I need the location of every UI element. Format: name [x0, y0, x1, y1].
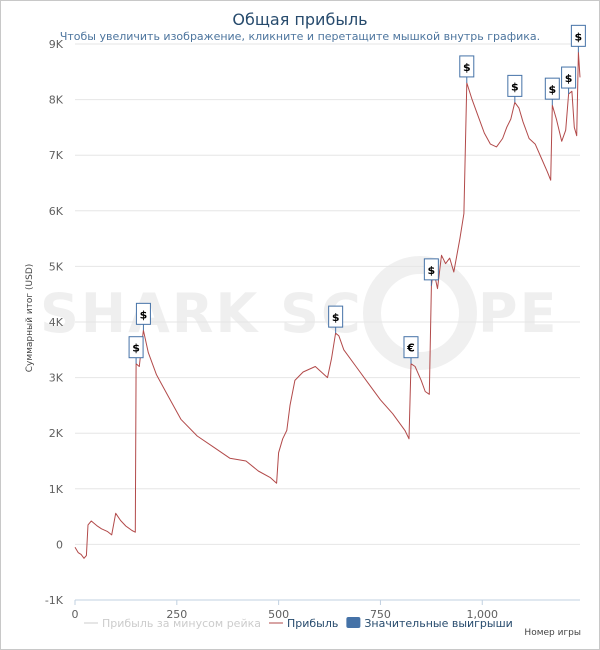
- x-tick-label: 500: [268, 608, 289, 621]
- legend-box-swatch: [346, 617, 361, 628]
- flag-box: [403, 336, 419, 359]
- x-axis-title: Номер игры: [524, 628, 581, 638]
- flag-box: [423, 258, 439, 281]
- significant-win-flag[interactable]: $: [507, 74, 523, 103]
- x-tick-label: 250: [166, 608, 187, 621]
- flag-box: [561, 66, 577, 89]
- flag-label: $: [575, 30, 583, 43]
- significant-win-flag[interactable]: $: [459, 55, 475, 83]
- flag-label: $: [140, 308, 148, 321]
- significant-win-flag[interactable]: $: [561, 66, 577, 95]
- x-tick-label: 1,000: [467, 608, 499, 621]
- svg-text:PE: PE: [478, 282, 558, 345]
- legend-label: Прибыль: [287, 617, 338, 630]
- y-tick-label: 8K: [49, 94, 64, 107]
- flags-layer: $ $ $ € $ $ $ $ $ $: [128, 24, 586, 364]
- x-tick-label: 0: [72, 608, 79, 621]
- series-layer: [74, 51, 581, 559]
- flag-box: [459, 55, 475, 78]
- legend-item[interactable]: Прибыль за минусом рейка: [84, 617, 261, 630]
- flag-label: $: [332, 311, 340, 324]
- significant-win-flag[interactable]: $: [135, 302, 151, 331]
- legend[interactable]: Прибыль за минусом рейка Прибыль Значитель…: [84, 617, 513, 630]
- flag-box: [570, 24, 586, 47]
- flag-box: [544, 77, 560, 100]
- flag-label: €: [406, 342, 415, 355]
- y-axis-title: Суммарный итог (USD): [25, 264, 35, 373]
- series-line-profit[interactable]: [74, 51, 581, 559]
- significant-win-flag[interactable]: $: [128, 336, 144, 364]
- flag-label: $: [548, 83, 556, 96]
- y-tick-label: 9K: [49, 38, 64, 51]
- chart-title: Общая прибыль: [232, 10, 367, 29]
- x-tick-label: 750: [370, 608, 391, 621]
- flag-label: $: [428, 264, 436, 277]
- y-tick-label: 1K: [49, 483, 64, 496]
- y-tick-label: 2K: [49, 427, 64, 440]
- significant-win-flag[interactable]: $: [328, 305, 344, 334]
- flag-box: [135, 302, 151, 325]
- chart-subtitle: Чтобы увеличить изображение, кликните и …: [60, 30, 540, 43]
- y-tick-label: 5K: [49, 260, 64, 273]
- svg-text:SHARK SC: SHARK SC: [40, 282, 363, 345]
- flag-label: $: [132, 342, 140, 355]
- legend-item[interactable]: Прибыль: [268, 617, 338, 630]
- significant-win-flag[interactable]: $: [423, 258, 439, 286]
- watermark-logo: SHARK SC PE: [40, 256, 558, 370]
- significant-win-flag[interactable]: $: [570, 24, 586, 53]
- legend-label: Прибыль за минусом рейка: [102, 617, 261, 630]
- flag-label: $: [463, 61, 471, 74]
- x-axis-ticks: 0 250 500 750 1,000: [72, 600, 499, 621]
- y-tick-label: 3K: [49, 372, 64, 385]
- y-axis-ticks: -1K 0 1K 2K 3K 4K 5K 6K 7K 8K 9K: [45, 38, 64, 607]
- flag-label: $: [565, 72, 573, 85]
- flag-label: $: [511, 80, 519, 93]
- significant-win-flag[interactable]: €: [403, 336, 419, 364]
- flag-box: [328, 305, 344, 328]
- y-tick-label: 7K: [49, 149, 64, 162]
- y-tick-label: 4K: [49, 316, 64, 329]
- legend-item[interactable]: Значительные выигрыши: [346, 617, 513, 630]
- flag-box: [507, 74, 523, 97]
- y-tick-label: 0: [56, 538, 63, 551]
- y-tick-label: 6K: [49, 205, 64, 218]
- significant-win-flag[interactable]: $: [544, 77, 560, 106]
- legend-label: Значительные выигрыши: [364, 617, 512, 630]
- flag-box: [128, 336, 144, 359]
- y-tick-label: -1K: [45, 594, 64, 607]
